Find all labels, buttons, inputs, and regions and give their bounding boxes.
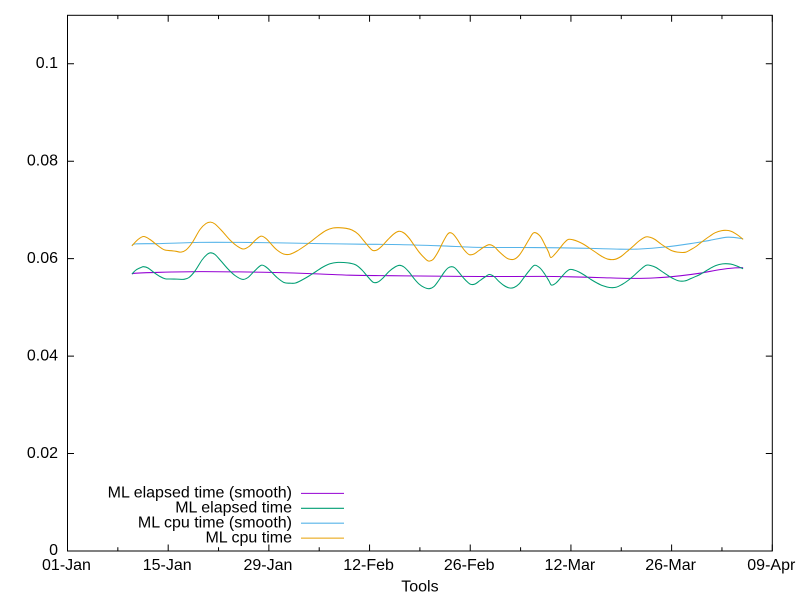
svg-text:Tools: Tools [401, 579, 438, 596]
svg-text:26-Feb: 26-Feb [444, 557, 495, 574]
svg-text:0: 0 [49, 542, 58, 559]
svg-text:ML cpu time (smooth): ML cpu time (smooth) [138, 514, 292, 531]
svg-text:0.04: 0.04 [27, 347, 58, 364]
svg-text:ML elapsed time: ML elapsed time [175, 500, 292, 517]
svg-text:09-Apr: 09-Apr [747, 557, 796, 574]
svg-text:29-Jan: 29-Jan [243, 557, 292, 574]
svg-text:26-Mar: 26-Mar [645, 557, 696, 574]
svg-text:15-Jan: 15-Jan [143, 557, 192, 574]
svg-text:ML cpu time: ML cpu time [205, 529, 292, 546]
svg-text:0.02: 0.02 [27, 445, 58, 462]
svg-text:0.08: 0.08 [27, 152, 58, 169]
svg-text:0.1: 0.1 [36, 55, 58, 72]
svg-text:12-Mar: 12-Mar [545, 557, 596, 574]
svg-text:12-Feb: 12-Feb [343, 557, 394, 574]
svg-text:ML elapsed time (smooth): ML elapsed time (smooth) [108, 485, 292, 502]
svg-text:01-Jan: 01-Jan [42, 557, 91, 574]
svg-text:0.06: 0.06 [27, 250, 58, 267]
